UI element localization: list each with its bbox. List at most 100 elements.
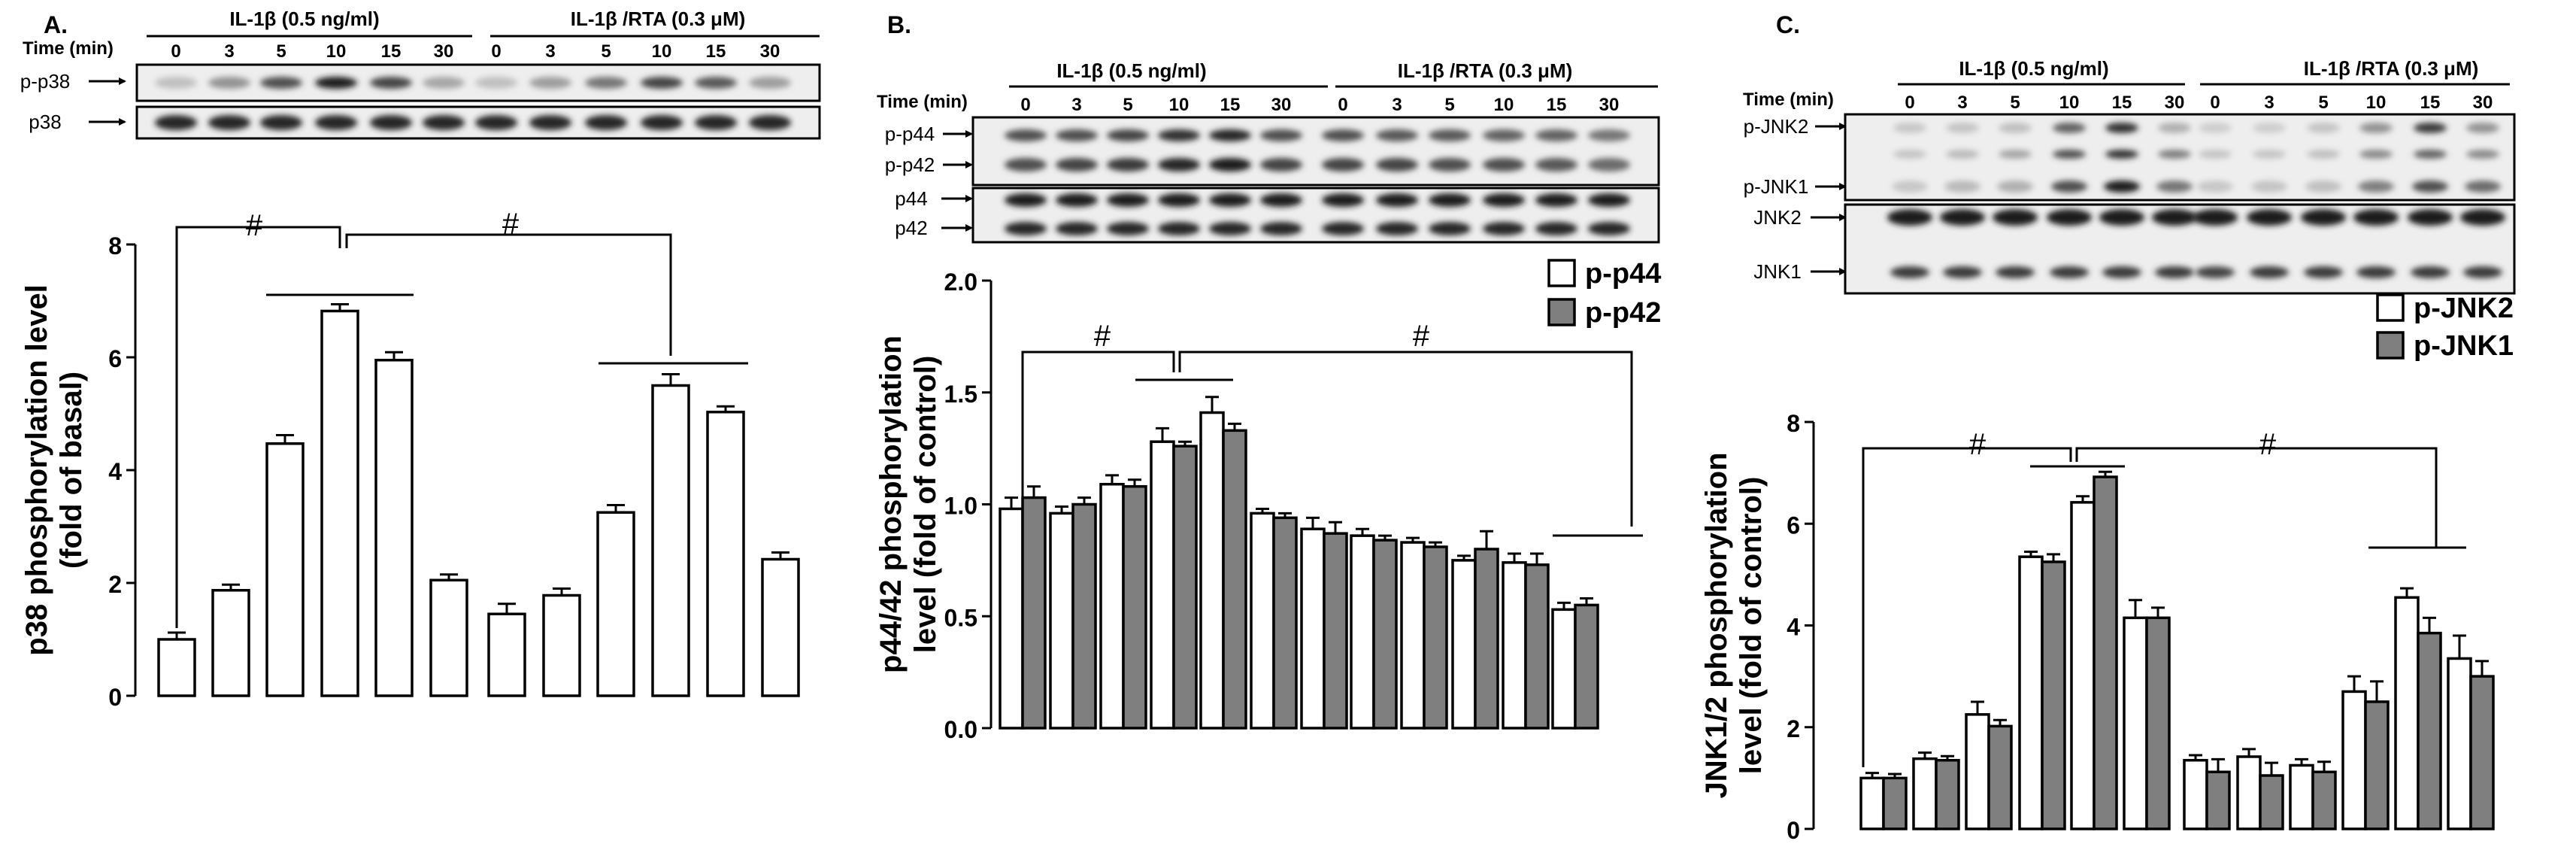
blot-band <box>2414 150 2447 159</box>
blot-band <box>155 77 197 89</box>
y-axis-label: p44/42 phosphorylationlevel (fold of con… <box>874 335 942 673</box>
bar <box>1272 516 1298 730</box>
blot-band <box>155 115 197 130</box>
blot-band <box>1535 158 1577 171</box>
time-point: 10 <box>652 41 672 62</box>
bar <box>999 507 1024 730</box>
y-tick-label: 0 <box>1787 817 1800 844</box>
blot-band <box>1158 193 1200 207</box>
bar <box>1935 758 1960 830</box>
significance-bracket <box>1862 447 2072 767</box>
bar <box>1049 511 1074 730</box>
blot-label-p38: p38 <box>29 111 61 133</box>
blot-band <box>1005 222 1047 235</box>
time-point: 0 <box>1338 95 1347 115</box>
blot-band <box>1535 129 1577 141</box>
significance-mark: # <box>1413 320 1430 353</box>
significance-bracket <box>1178 351 1633 527</box>
y-axis-label-line: level (fold of control) <box>1735 477 1768 775</box>
time-label: Time (min) <box>877 92 968 112</box>
blot-band <box>1056 193 1098 207</box>
y-axis-label-line: level (fold of control) <box>909 356 942 654</box>
bar <box>1172 445 1198 730</box>
time-point: 0 <box>491 41 501 62</box>
time-point: 5 <box>601 41 611 62</box>
bar <box>2145 616 2171 830</box>
time-points: 0 3 5 10 15 30 0 3 5 10 15 30 <box>171 41 780 62</box>
blot-band <box>2251 181 2287 193</box>
y-axis-label-line: (fold of basal) <box>55 372 88 569</box>
blot-band <box>1999 123 2032 133</box>
bar <box>761 557 800 697</box>
group-label-1: IL-1β (0.5 ng/ml) <box>1959 57 2108 80</box>
blot-band <box>1376 158 1418 171</box>
blot-band <box>1056 129 1098 141</box>
blot-band <box>585 115 627 130</box>
blot-label-p42: p42 <box>895 217 927 239</box>
western-blot-p-JNK <box>1844 113 2516 202</box>
time-point: 30 <box>760 41 780 62</box>
blot-band <box>1997 181 2033 193</box>
time-point: 15 <box>706 41 726 62</box>
y-tick-label: 1.5 <box>944 381 977 408</box>
bar <box>1423 545 1448 730</box>
blot-label-p-JNK1: p-JNK1 <box>1744 175 1809 198</box>
blot-band <box>2105 123 2138 133</box>
blot-band <box>1890 266 1929 278</box>
blot-band <box>585 77 627 89</box>
bar <box>1372 539 1398 730</box>
bar <box>1350 534 1375 730</box>
blot-band <box>1005 158 1047 171</box>
blot-band <box>2053 150 2086 159</box>
blot-band <box>1260 222 1302 235</box>
legend-label: p-JNK1 <box>2414 330 2514 362</box>
blot-band <box>1376 193 1418 207</box>
blot-band <box>1322 129 1364 141</box>
significance-bracket <box>175 226 341 628</box>
blot-band <box>1588 222 1630 235</box>
significance-mark: # <box>1969 428 1987 461</box>
y-tick-label: 0 <box>108 684 122 711</box>
bar <box>2469 675 2495 830</box>
blot-band <box>2197 181 2233 193</box>
bar <box>2123 616 2148 830</box>
y-tick-label: 8 <box>1787 410 1800 437</box>
blot-band <box>2199 150 2232 159</box>
bar <box>2417 631 2442 830</box>
time-point: 3 <box>545 41 555 62</box>
bar <box>2259 774 2284 830</box>
bar <box>1199 411 1225 730</box>
bar <box>1400 541 1426 730</box>
bar <box>1912 757 1938 830</box>
blot-band <box>1107 193 1149 207</box>
blot-band <box>1260 193 1302 207</box>
group-label-2: IL-1β /RTA (0.3 μM) <box>2304 57 2479 80</box>
blot-band <box>2301 209 2346 226</box>
blot-band <box>1535 222 1577 235</box>
blot-band <box>370 115 412 130</box>
blot-band <box>2408 209 2453 226</box>
legend-label: p-JNK2 <box>2414 293 2514 324</box>
time-point: 10 <box>1494 95 1514 115</box>
blot-band <box>1056 222 1098 235</box>
blot-band <box>2099 209 2144 226</box>
panel-a: A. IL-1β (0.5 ng/ml) IL-1β /RTA (0.3 μM)… <box>20 8 821 711</box>
bar <box>542 593 581 697</box>
blot-band <box>2152 209 2197 226</box>
bar <box>1574 603 1599 730</box>
blot-band <box>2412 181 2448 193</box>
bar <box>2070 501 2096 830</box>
blot-label-JNK2: JNK2 <box>1753 206 1802 229</box>
time-point: 5 <box>1123 95 1132 115</box>
blot-label-p-p44: p-p44 <box>885 123 935 145</box>
time-point: 30 <box>1271 95 1292 115</box>
significance-bracket <box>2075 447 2438 548</box>
time-point: 0 <box>171 41 180 62</box>
blot-band <box>2358 181 2394 193</box>
y-tick-label: 0.5 <box>944 604 977 631</box>
time-point: 3 <box>1071 95 1081 115</box>
bar <box>1021 496 1047 730</box>
bar <box>2311 770 2337 830</box>
bar <box>706 411 745 697</box>
blot-band <box>1056 158 1098 171</box>
